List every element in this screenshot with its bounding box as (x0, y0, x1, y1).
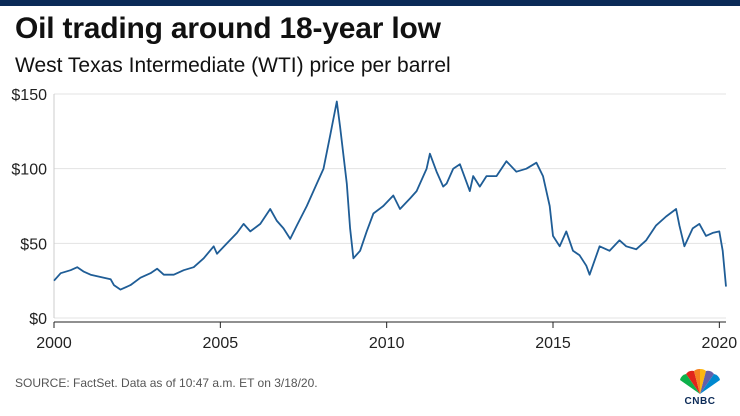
x-tick-label: 2005 (203, 335, 239, 352)
y-tick-label: $0 (29, 311, 47, 328)
x-tick-label: 2000 (36, 335, 72, 352)
x-tick-label: 2020 (702, 335, 738, 352)
source-note: SOURCE: FactSet. Data as of 10:47 a.m. E… (15, 376, 318, 390)
chart-subtitle: West Texas Intermediate (WTI) price per … (15, 54, 451, 77)
line-chart: $0 $50 $100 $150 2000 2005 2010 2015 2020 (11, 87, 738, 352)
price-series-line (53, 100, 727, 291)
x-tick-label: 2015 (535, 335, 571, 352)
brand-bar (0, 0, 740, 6)
peacock-icon (680, 368, 720, 394)
x-tick-label: 2010 (369, 335, 405, 352)
cnbc-logo: CNBC (672, 368, 728, 408)
y-tick-label: $100 (11, 162, 47, 179)
y-tick-label: $50 (20, 236, 47, 253)
chart-title: Oil trading around 18-year low (15, 12, 441, 45)
y-tick-label: $150 (11, 87, 47, 104)
logo-text: CNBC (684, 396, 716, 407)
